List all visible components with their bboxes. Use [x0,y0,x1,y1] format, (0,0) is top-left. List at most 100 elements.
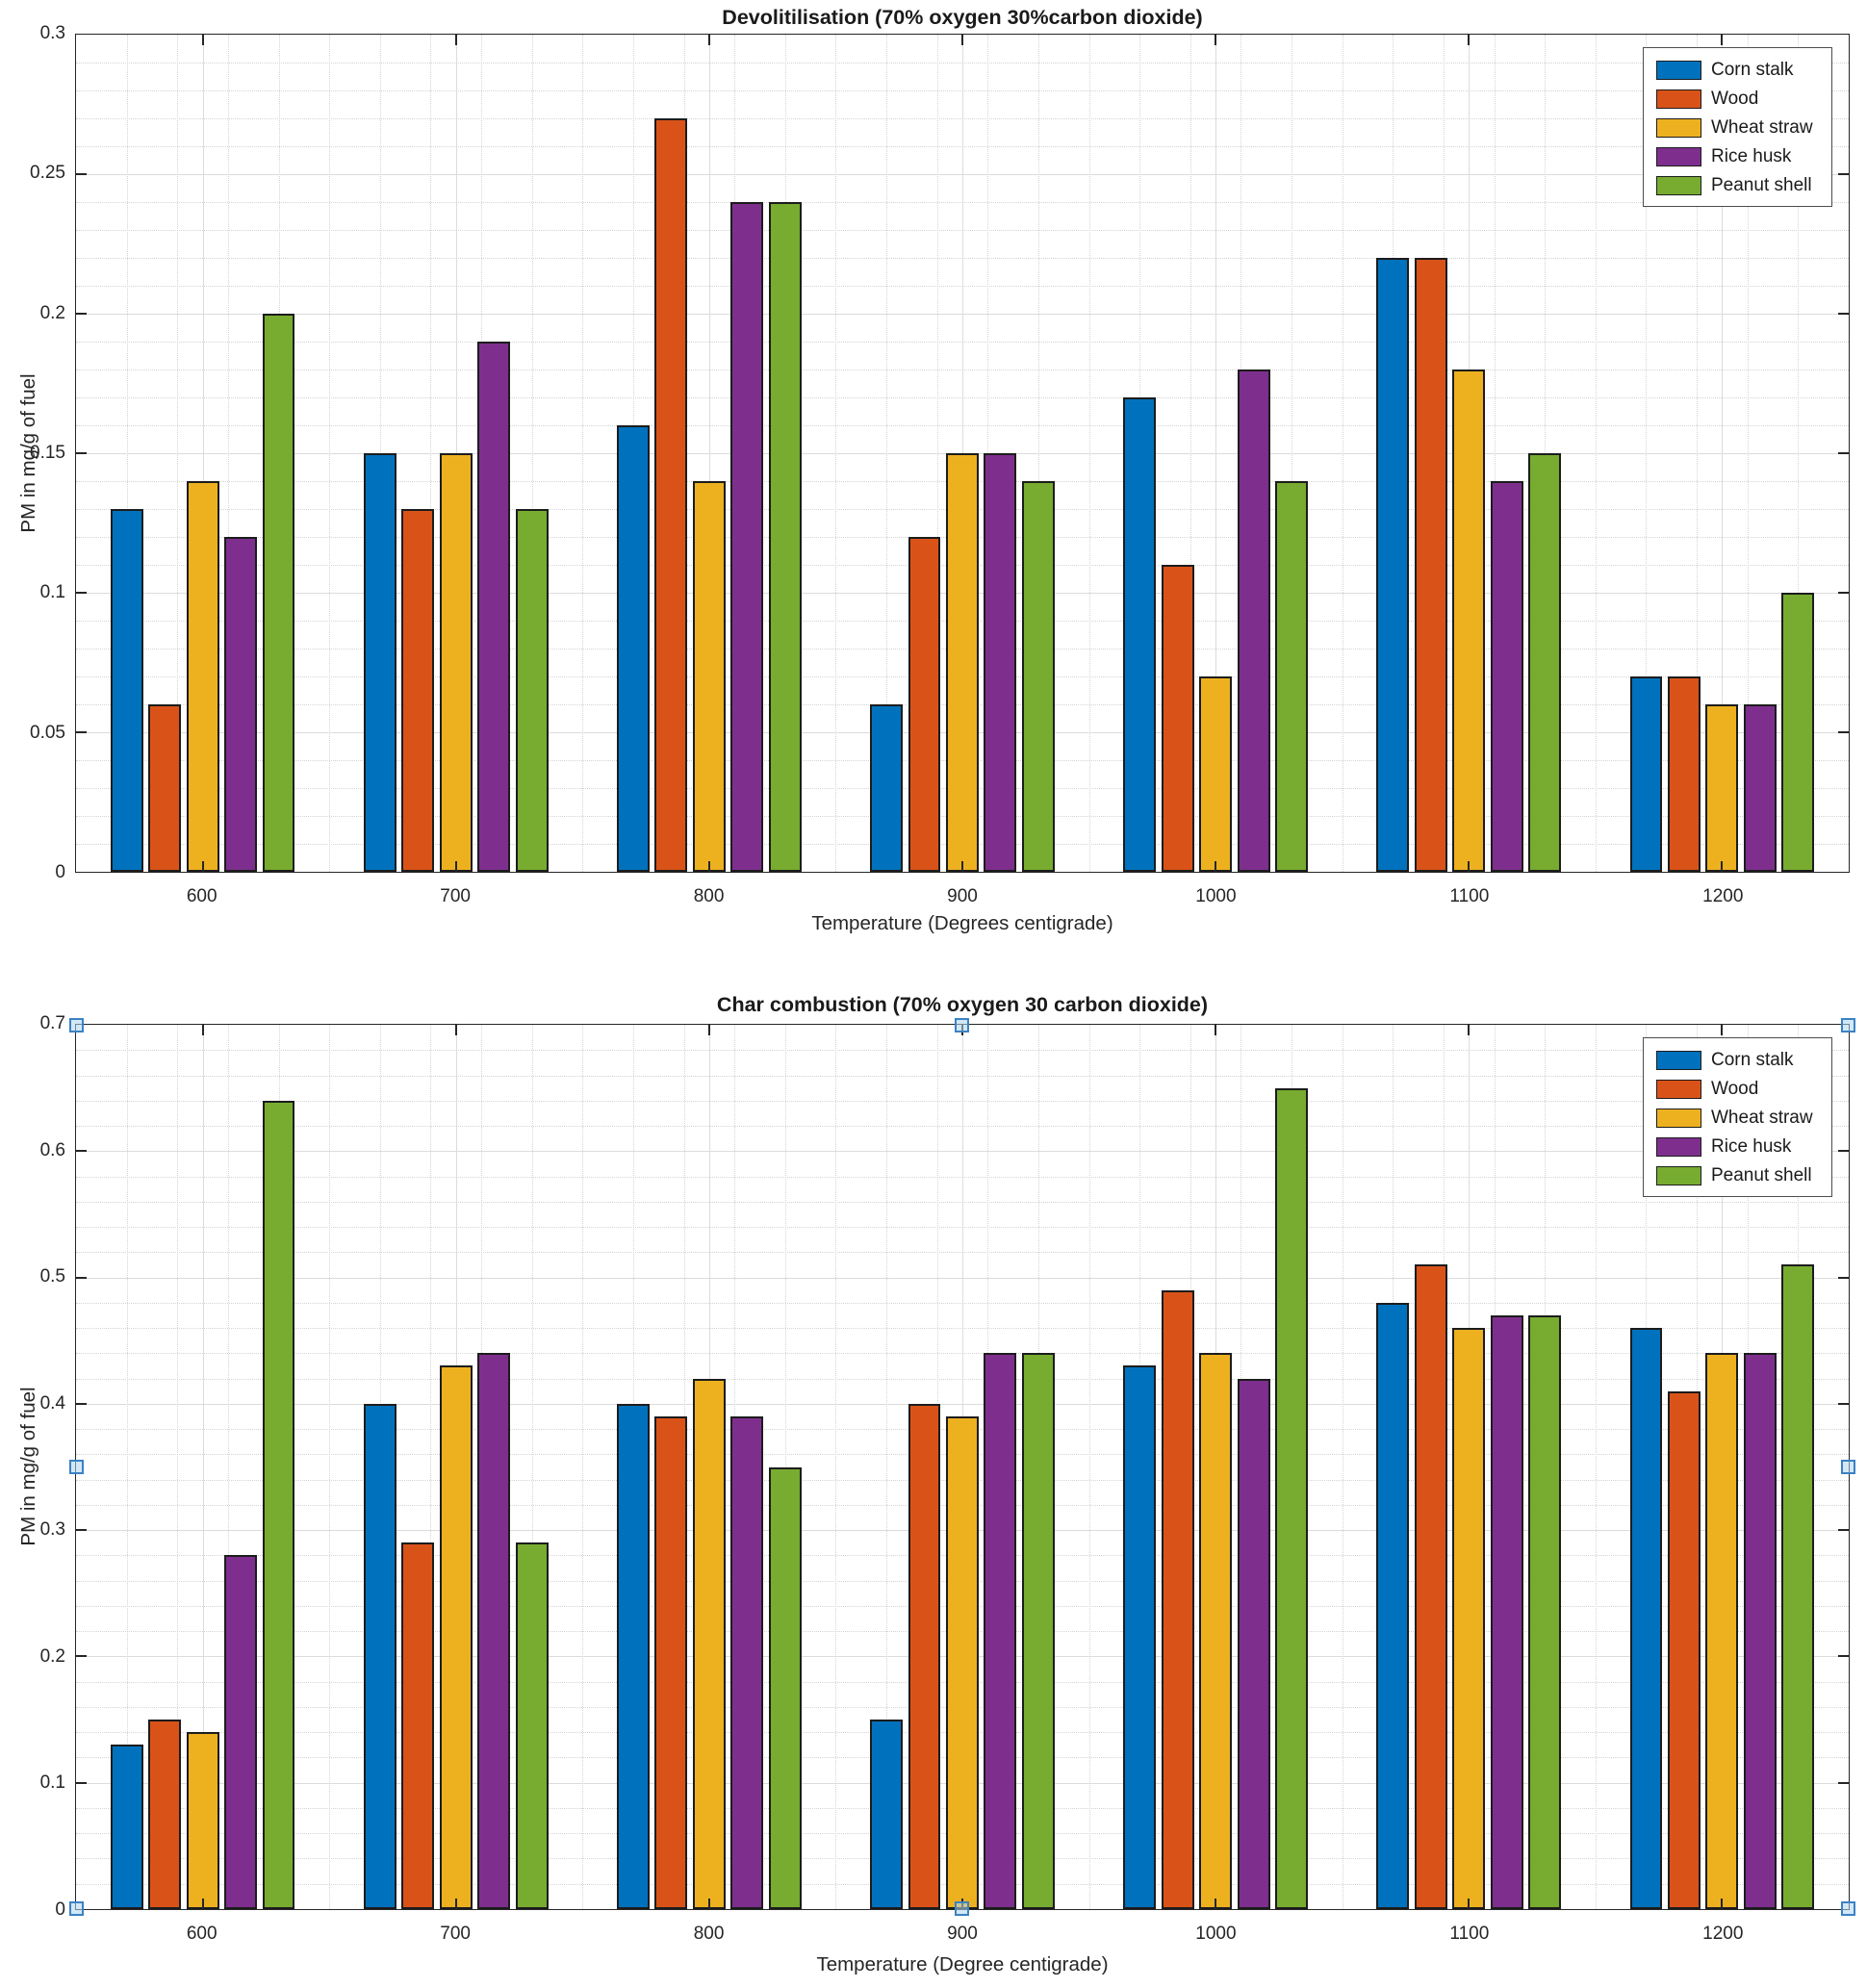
bar-corn-stalk-700[interactable] [363,453,396,872]
bar-peanut-shell-800[interactable] [768,1466,802,1909]
bar-wood-1200[interactable] [1667,676,1701,872]
bar-peanut-shell-700[interactable] [515,509,549,872]
bar-corn-stalk-1000[interactable] [1123,397,1157,872]
bar-peanut-shell-1100[interactable] [1528,1314,1562,1909]
bar-wood-1100[interactable] [1414,258,1447,872]
selection-handle[interactable] [68,1459,84,1474]
legend-item-peanut-shell[interactable]: Peanut shell [1644,171,1831,200]
bar-wheat-straw-600[interactable] [186,1732,219,1909]
x-tick-mark [201,35,204,45]
bar-corn-stalk-800[interactable] [616,1403,650,1909]
bar-peanut-shell-900[interactable] [1021,1353,1055,1909]
bar-wood-900[interactable] [908,537,941,872]
bar-wheat-straw-700[interactable] [439,1365,473,1909]
bar-rice-husk-1000[interactable] [1237,370,1270,872]
bar-wheat-straw-900[interactable] [946,453,979,872]
bar-wheat-straw-800[interactable] [692,481,726,872]
bar-peanut-shell-800[interactable] [768,202,802,872]
bar-wheat-straw-1000[interactable] [1199,676,1233,872]
legend[interactable]: Corn stalk Wood Wheat straw Rice husk Peanut… [1643,1037,1832,1197]
bar-corn-stalk-600[interactable] [110,509,143,872]
bar-wood-1200[interactable] [1667,1390,1701,1909]
legend-item-corn-stalk[interactable]: Corn stalk [1644,1046,1831,1075]
minor-gridline-horizontal [76,1100,1849,1102]
bar-wood-600[interactable] [148,1720,182,1909]
bar-peanut-shell-1000[interactable] [1275,481,1309,872]
bar-peanut-shell-1100[interactable] [1528,453,1562,872]
bar-wheat-straw-900[interactable] [946,1416,979,1909]
minor-gridline-horizontal [76,286,1849,287]
legend-item-rice-husk[interactable]: Rice husk [1644,1133,1831,1161]
bar-rice-husk-600[interactable] [224,537,257,872]
legend-item-peanut-shell[interactable]: Peanut shell [1644,1161,1831,1190]
legend-item-wood[interactable]: Wood [1644,1075,1831,1104]
bar-rice-husk-1100[interactable] [1490,481,1523,872]
y-tick-mark [76,312,87,315]
selection-handle[interactable] [955,1017,969,1032]
bar-rice-husk-800[interactable] [730,202,764,872]
selection-handle[interactable] [1840,1017,1855,1032]
bar-wood-1000[interactable] [1161,1289,1194,1909]
bar-corn-stalk-1000[interactable] [1123,1365,1157,1909]
selection-handle[interactable] [68,1900,84,1916]
bar-rice-husk-700[interactable] [477,342,511,872]
selection-handle[interactable] [1840,1900,1855,1916]
bar-peanut-shell-1200[interactable] [1781,1264,1815,1909]
legend-swatch [1656,1051,1701,1070]
bar-rice-husk-1100[interactable] [1490,1314,1523,1909]
x-tick-mark [1215,35,1217,45]
bar-peanut-shell-1200[interactable] [1781,593,1815,872]
bar-corn-stalk-1100[interactable] [1376,1302,1410,1909]
legend-item-wheat-straw[interactable]: Wheat straw [1644,1104,1831,1133]
bar-wood-700[interactable] [401,1542,435,1909]
selection-handle[interactable] [1840,1459,1855,1474]
bar-rice-husk-600[interactable] [224,1555,257,1909]
bar-rice-husk-1000[interactable] [1237,1378,1270,1909]
bar-wheat-straw-700[interactable] [439,453,473,872]
bar-rice-husk-1200[interactable] [1743,704,1777,872]
bar-wheat-straw-1100[interactable] [1452,370,1486,872]
bar-rice-husk-700[interactable] [477,1353,511,1909]
bar-wood-1000[interactable] [1161,565,1194,872]
bar-rice-husk-900[interactable] [984,1353,1017,1909]
bar-corn-stalk-600[interactable] [110,1745,143,1909]
bar-peanut-shell-600[interactable] [262,314,295,872]
bar-peanut-shell-700[interactable] [515,1542,549,1909]
bar-peanut-shell-900[interactable] [1021,481,1055,872]
bar-corn-stalk-900[interactable] [870,1720,904,1909]
bar-wood-600[interactable] [148,704,182,872]
bar-wheat-straw-1200[interactable] [1705,704,1739,872]
bar-wood-700[interactable] [401,509,435,872]
bar-rice-husk-800[interactable] [730,1416,764,1909]
bar-wood-1100[interactable] [1414,1264,1447,1909]
legend[interactable]: Corn stalk Wood Wheat straw Rice husk Peanut… [1643,47,1832,207]
devolatilisation-plot-area[interactable]: Corn stalk Wood Wheat straw Rice husk Peanut… [75,34,1850,873]
bar-wheat-straw-800[interactable] [692,1378,726,1909]
y-tick-mark [76,1150,87,1153]
y-tick-label: 0.2 [39,302,65,323]
bar-corn-stalk-1200[interactable] [1629,1328,1663,1909]
bar-wheat-straw-1200[interactable] [1705,1353,1739,1909]
bar-corn-stalk-900[interactable] [870,704,904,872]
bar-wheat-straw-1100[interactable] [1452,1328,1486,1909]
bar-corn-stalk-1200[interactable] [1629,676,1663,872]
bar-corn-stalk-800[interactable] [616,425,650,872]
bar-peanut-shell-600[interactable] [262,1100,295,1909]
bar-wheat-straw-600[interactable] [186,481,219,872]
bar-wood-900[interactable] [908,1403,941,1909]
bar-wood-800[interactable] [654,1416,688,1909]
bar-rice-husk-900[interactable] [984,453,1017,872]
bar-peanut-shell-1000[interactable] [1275,1087,1309,1909]
bar-corn-stalk-1100[interactable] [1376,258,1410,872]
bar-rice-husk-1200[interactable] [1743,1353,1777,1909]
legend-item-corn-stalk[interactable]: Corn stalk [1644,56,1831,85]
selection-handle[interactable] [955,1900,969,1916]
legend-item-rice-husk[interactable]: Rice husk [1644,142,1831,171]
legend-item-wheat-straw[interactable]: Wheat straw [1644,114,1831,142]
bar-wood-800[interactable] [654,118,688,872]
bar-corn-stalk-700[interactable] [363,1403,396,1909]
selection-handle[interactable] [68,1017,84,1032]
legend-item-wood[interactable]: Wood [1644,85,1831,114]
bar-wheat-straw-1000[interactable] [1199,1353,1233,1909]
char-combustion-plot-area[interactable]: Corn stalk Wood Wheat straw Rice husk Peanut… [68,1017,1855,1916]
